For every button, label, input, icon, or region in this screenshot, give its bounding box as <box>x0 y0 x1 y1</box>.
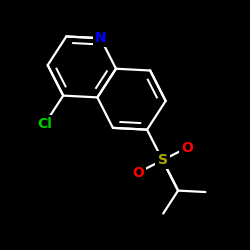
Text: N: N <box>95 31 106 45</box>
Text: S: S <box>158 153 168 167</box>
Text: O: O <box>181 141 193 155</box>
Text: O: O <box>132 166 144 179</box>
Text: Cl: Cl <box>37 117 52 131</box>
